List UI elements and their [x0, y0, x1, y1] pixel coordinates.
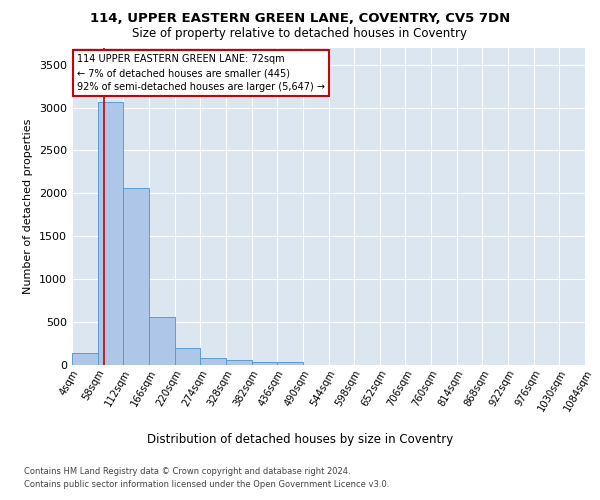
Text: 114, UPPER EASTERN GREEN LANE, COVENTRY, CV5 7DN: 114, UPPER EASTERN GREEN LANE, COVENTRY,… — [90, 12, 510, 26]
Y-axis label: Number of detached properties: Number of detached properties — [23, 118, 34, 294]
Text: Contains public sector information licensed under the Open Government Licence v3: Contains public sector information licen… — [24, 480, 389, 489]
Text: 114 UPPER EASTERN GREEN LANE: 72sqm
← 7% of detached houses are smaller (445)
92: 114 UPPER EASTERN GREEN LANE: 72sqm ← 7%… — [77, 54, 325, 92]
Text: Size of property relative to detached houses in Coventry: Size of property relative to detached ho… — [133, 28, 467, 40]
Text: Distribution of detached houses by size in Coventry: Distribution of detached houses by size … — [147, 432, 453, 446]
Text: Contains HM Land Registry data © Crown copyright and database right 2024.: Contains HM Land Registry data © Crown c… — [24, 468, 350, 476]
